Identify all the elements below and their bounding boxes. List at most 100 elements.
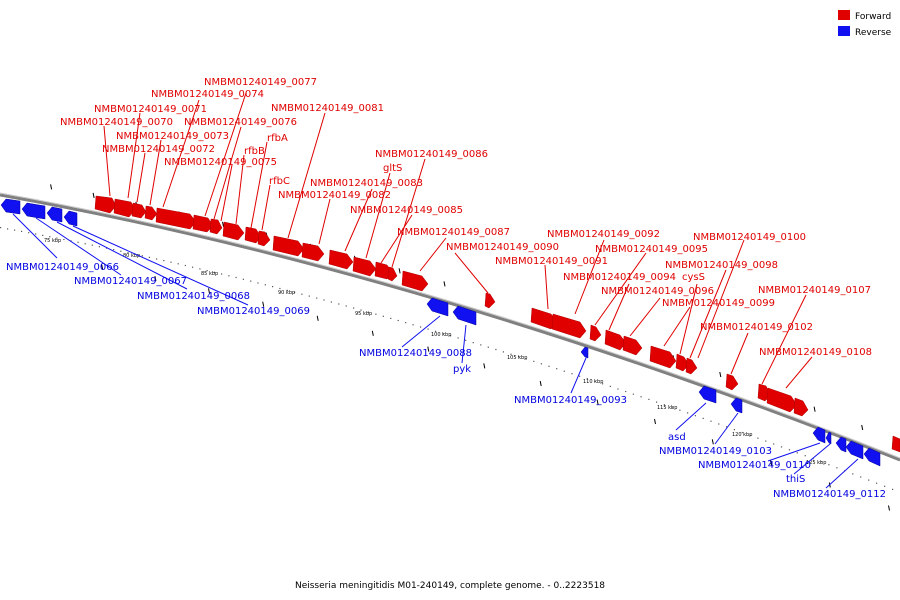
gene-reverse[interactable]: [698, 385, 717, 404]
gene-label: NMBM01240149_0093: [514, 395, 627, 406]
gene-label: NMBM01240149_0096: [601, 286, 714, 297]
scale-dot: [91, 244, 93, 246]
gene-forward[interactable]: [131, 202, 147, 219]
gene-forward[interactable]: [352, 256, 377, 277]
gene-reverse[interactable]: [46, 206, 63, 223]
inner-tick: [539, 380, 542, 387]
gene-forward[interactable]: [675, 353, 690, 372]
gene-forward[interactable]: [589, 324, 602, 342]
scale-dot: [113, 249, 115, 251]
gene-reverse[interactable]: [63, 210, 78, 227]
scale-dot: [765, 440, 767, 442]
scale-dot: [796, 452, 798, 454]
scale-dot: [390, 317, 392, 319]
gene-forward[interactable]: [222, 221, 245, 241]
gene-reverse[interactable]: [21, 202, 46, 220]
gene-label: asd: [668, 432, 686, 443]
gene-forward[interactable]: [144, 205, 158, 221]
inner-tick: [371, 330, 374, 336]
gene-reverse[interactable]: [730, 397, 743, 414]
scale-label: 95 kbp: [355, 311, 372, 317]
gene-reverse[interactable]: [845, 440, 864, 460]
gene-label: NMBM01240149_0095: [595, 244, 708, 255]
gene-forward[interactable]: [209, 218, 223, 235]
gene-reverse[interactable]: [580, 346, 589, 359]
scale-dot: [656, 401, 658, 403]
genome-caption: Neisseria meningitidis M01-240149, compl…: [295, 581, 605, 591]
scale-dot: [170, 261, 172, 263]
gene-reverse[interactable]: [812, 426, 826, 444]
scale-dot: [264, 284, 266, 286]
gene-forward[interactable]: [622, 335, 643, 356]
gene-reverse[interactable]: [863, 447, 881, 467]
inner-tick: [427, 346, 430, 352]
gene-label: pyk: [453, 364, 471, 375]
scale-dot: [757, 437, 759, 439]
scale-dot: [773, 443, 775, 445]
scale-dot: [56, 237, 58, 239]
scale-dot: [163, 260, 165, 262]
gene-label: NMBM01240149_0068: [137, 291, 250, 302]
scale-label: 105 kbp: [507, 355, 527, 361]
gene-label: NMBM01240149_0082: [278, 190, 391, 201]
scale-dot: [242, 278, 244, 280]
inner-tick: [316, 315, 319, 321]
scale-dot: [884, 485, 886, 487]
gene-forward[interactable]: [891, 435, 900, 453]
gene-forward[interactable]: [113, 198, 136, 218]
legend: Forward Reverse: [838, 10, 892, 38]
gene-forward[interactable]: [94, 195, 117, 214]
gene-forward[interactable]: [685, 357, 698, 375]
gene-forward[interactable]: [328, 249, 354, 270]
gene-forward[interactable]: [301, 242, 325, 262]
gene-forward[interactable]: [793, 397, 809, 417]
gene-reverse[interactable]: [825, 431, 832, 445]
legend-reverse-swatch: [838, 26, 850, 36]
gene-forward[interactable]: [649, 345, 677, 369]
scale-dot: [141, 255, 143, 257]
scale-dot: [250, 280, 252, 282]
gene-reverse[interactable]: [0, 198, 21, 215]
gene-forward[interactable]: [257, 230, 271, 247]
scale-dot: [694, 415, 696, 417]
gene-reverse[interactable]: [835, 436, 847, 453]
scale-dot: [301, 293, 303, 295]
scale-dot: [679, 409, 681, 411]
gene-forward[interactable]: [401, 270, 429, 292]
scale-dot: [836, 467, 838, 469]
scale-dot: [375, 313, 377, 315]
scale-dot: [28, 232, 30, 234]
scale-dot: [345, 305, 347, 307]
scale-dot: [35, 233, 37, 235]
forward-gene-labels: NMBM01240149_0070 NMBM01240149_0071 NMBM…: [60, 77, 872, 358]
scale-labels: 75 kbp 80 kbp 85 kbp 90 kbp 95 kbp 100 k…: [44, 238, 826, 466]
gene-label: rfbC: [269, 176, 290, 187]
legend-reverse-label: Reverse: [855, 28, 892, 38]
scale-dot: [718, 423, 720, 425]
scale-dot: [495, 348, 497, 351]
scale-dot: [63, 238, 65, 241]
gene-reverse[interactable]: [426, 297, 449, 317]
gene-reverse[interactable]: [452, 305, 477, 326]
gene-label: NMBM01240149_0083: [310, 178, 423, 189]
scale-dot: [120, 250, 122, 252]
scale-dot: [235, 276, 237, 279]
scale-dot: [820, 461, 822, 463]
gene-forward[interactable]: [272, 235, 305, 257]
scale-dot: [788, 449, 790, 451]
gene-forward[interactable]: [484, 292, 496, 309]
scale-dot: [804, 455, 806, 457]
inner-tick: [262, 301, 265, 307]
scale-dot: [710, 420, 712, 422]
scale-dot: [671, 406, 673, 409]
scale-dot: [382, 315, 384, 317]
gene-forward[interactable]: [387, 266, 398, 282]
gene-forward[interactable]: [604, 329, 627, 351]
scale-dot: [465, 339, 467, 341]
gene-forward[interactable]: [725, 373, 739, 391]
gene-label: rfbA: [267, 133, 288, 144]
gene-forward[interactable]: [766, 387, 798, 413]
scale-dot: [294, 291, 296, 293]
gene-forward[interactable]: [551, 313, 587, 339]
gene-label: NMBM01240149_0074: [151, 89, 264, 100]
